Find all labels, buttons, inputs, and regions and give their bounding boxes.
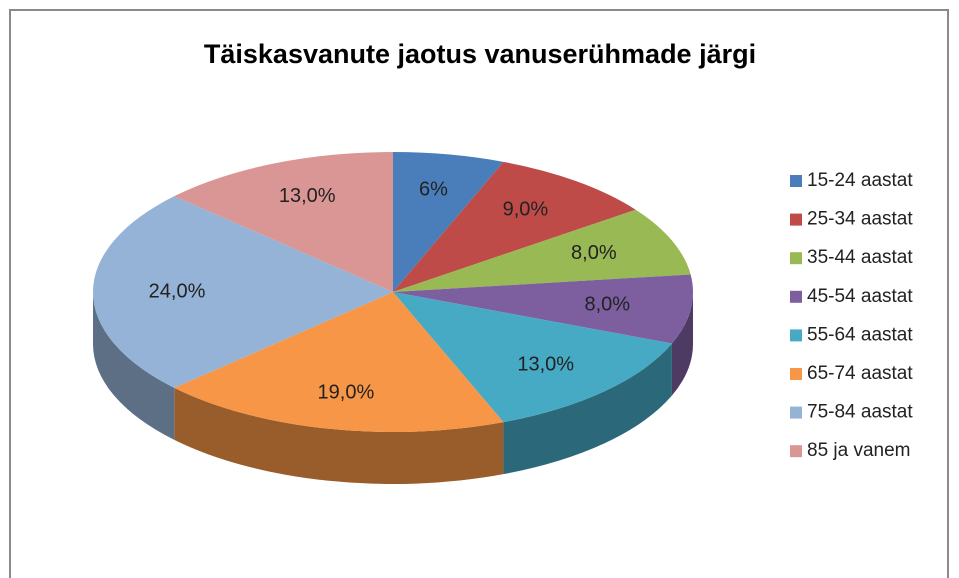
data-label: 8,0%: [571, 242, 617, 264]
legend-swatch: [790, 445, 802, 458]
slice: [174, 152, 393, 292]
slice: [393, 209, 691, 292]
legend-swatch: [790, 175, 802, 187]
legend-swatch: [790, 406, 802, 419]
legend-swatch: [790, 368, 802, 380]
legend-label: 35-44 aastat: [807, 247, 913, 268]
slice: [393, 161, 636, 292]
legend-swatch: [790, 290, 802, 303]
slice-side: [174, 387, 504, 484]
data-label: 13,0%: [279, 185, 336, 207]
slice-side: [503, 343, 672, 475]
data-label: 19,0%: [318, 381, 375, 403]
slice: [393, 292, 672, 423]
legend-label: 75-84 aastat: [807, 402, 913, 423]
legend-swatch: [790, 252, 802, 265]
data-label: 9,0%: [503, 198, 549, 220]
legend-label: 15-24 aastat: [807, 170, 913, 191]
chart-title: Täiskasvanute jaotus vanuserühmade järgi: [204, 39, 756, 69]
slice: [393, 152, 504, 292]
slice: [174, 292, 504, 433]
data-label: 6%: [419, 179, 448, 201]
legend-swatch: [790, 329, 802, 342]
legend-label: 85 ja vanem: [807, 440, 911, 461]
legend-label: 55-64 aastat: [807, 324, 913, 345]
data-label: 24,0%: [149, 280, 206, 302]
legend-label: 45-54 aastat: [807, 286, 913, 307]
slice: [92, 196, 393, 388]
legend-swatch: [790, 213, 802, 226]
data-label: 13,0%: [517, 354, 574, 376]
legend-label: 25-34 aastat: [807, 209, 913, 230]
data-label: 8,0%: [584, 293, 630, 315]
slice-side: [671, 292, 693, 396]
slice: [393, 274, 693, 344]
legend-label: 65-74 aastat: [807, 363, 913, 384]
slice-side: [93, 292, 175, 440]
